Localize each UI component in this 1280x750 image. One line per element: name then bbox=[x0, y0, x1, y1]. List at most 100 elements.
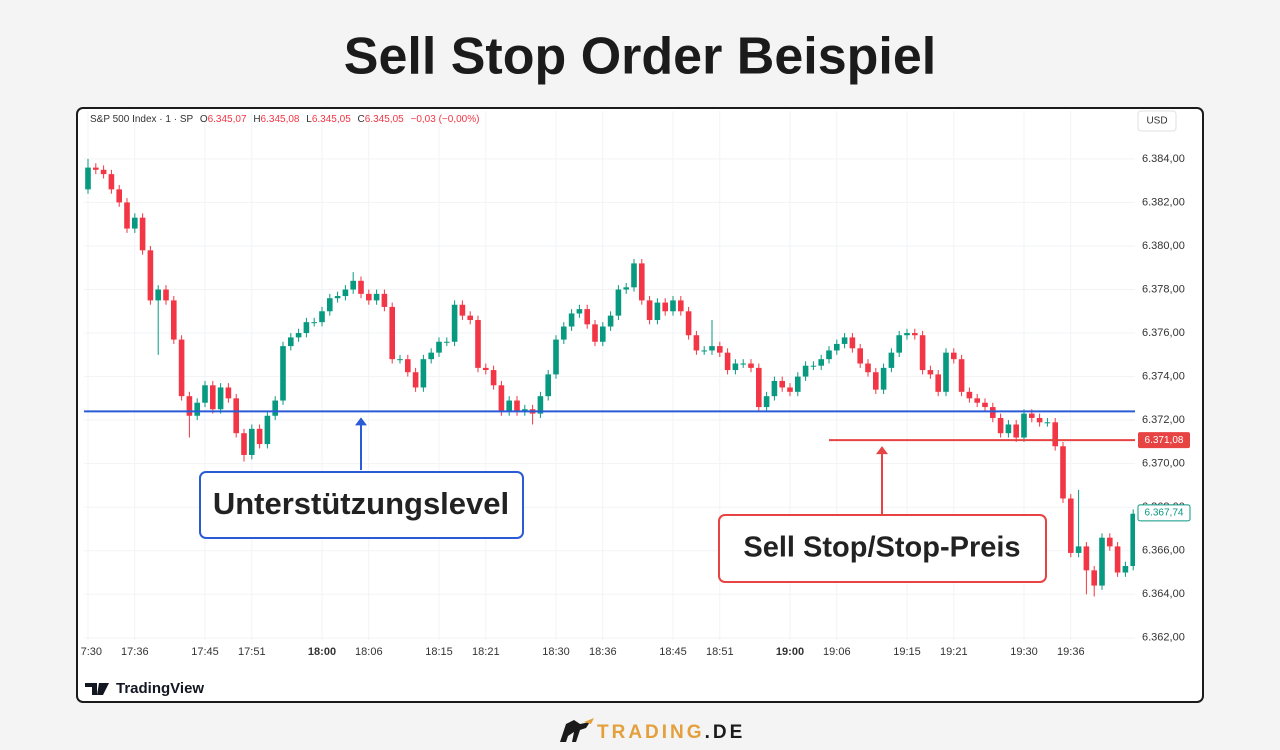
candle-body bbox=[795, 376, 801, 392]
x-tick-label: 18:00 bbox=[308, 646, 336, 658]
x-tick-label: 18:21 bbox=[472, 646, 500, 658]
candle-body bbox=[631, 263, 637, 288]
y-tick-label: 6.382,00 bbox=[1142, 196, 1185, 208]
candle-body bbox=[1099, 537, 1105, 586]
candle-body bbox=[553, 339, 559, 375]
candle-body bbox=[295, 333, 302, 338]
candle-body bbox=[568, 313, 575, 327]
candle-body bbox=[1107, 537, 1113, 547]
candle-body bbox=[202, 385, 208, 403]
candle-body bbox=[662, 302, 668, 312]
watermark-logo bbox=[85, 683, 109, 695]
candle-body bbox=[451, 304, 458, 342]
candle-body bbox=[888, 352, 895, 368]
label-box bbox=[718, 514, 1047, 583]
candle-body bbox=[1122, 565, 1129, 573]
candles bbox=[85, 158, 1135, 597]
candle-body bbox=[444, 341, 450, 343]
candle-body bbox=[849, 337, 856, 349]
candle-body bbox=[210, 385, 216, 410]
candle-body bbox=[420, 359, 427, 388]
footer-logo bbox=[560, 718, 594, 742]
candle-body bbox=[865, 363, 871, 373]
candle-body bbox=[724, 352, 731, 371]
candle-body bbox=[233, 398, 239, 434]
candle-body bbox=[771, 380, 778, 397]
candle-body bbox=[966, 391, 973, 399]
candle-body bbox=[561, 326, 567, 340]
footer-brand: TRADING.DE bbox=[597, 722, 745, 743]
candle-body bbox=[139, 217, 146, 251]
candle-body bbox=[607, 315, 614, 327]
candle-body bbox=[545, 374, 551, 397]
candle-body bbox=[272, 400, 278, 416]
x-tick-label: 19:30 bbox=[1010, 646, 1038, 658]
candle-body bbox=[834, 343, 840, 351]
candle-body bbox=[646, 300, 653, 320]
label-box bbox=[199, 471, 524, 539]
candle-body bbox=[951, 352, 957, 360]
candle-body bbox=[366, 293, 372, 301]
candle-body bbox=[1075, 546, 1082, 553]
y-tick-label: 6.372,00 bbox=[1142, 414, 1185, 426]
ohlc-label: O bbox=[200, 114, 208, 125]
candle-body bbox=[342, 289, 349, 297]
candle-body bbox=[171, 300, 177, 340]
brand: TRADING bbox=[597, 722, 705, 743]
candle-body bbox=[615, 289, 622, 316]
candle-body bbox=[93, 167, 99, 170]
candle-body bbox=[537, 396, 544, 414]
x-tick-label: 17:51 bbox=[238, 646, 266, 658]
candle-body bbox=[880, 367, 887, 390]
candle-body bbox=[841, 337, 848, 344]
candle-body bbox=[1029, 413, 1035, 418]
y-tick-label: 6.366,00 bbox=[1142, 545, 1185, 557]
candle-body bbox=[350, 280, 356, 290]
x-tick-label: 18:36 bbox=[589, 646, 617, 658]
currency: USD bbox=[1146, 116, 1167, 127]
candle-body bbox=[241, 433, 247, 455]
symbol: S&P 500 Index · 1 · SP bbox=[90, 114, 194, 125]
candle-body bbox=[927, 370, 934, 375]
candle-body bbox=[810, 365, 817, 367]
candle-body bbox=[483, 367, 489, 371]
candle-body bbox=[943, 352, 949, 392]
candle-body bbox=[1083, 546, 1090, 571]
candle-body bbox=[522, 409, 528, 412]
candle-body bbox=[217, 387, 224, 410]
candle-body bbox=[654, 302, 661, 320]
page-title: Sell Stop Order Beispiel bbox=[344, 28, 936, 86]
currency-box[interactable] bbox=[1137, 110, 1177, 132]
candle-body bbox=[748, 363, 754, 368]
x-tick-label: 17:30 bbox=[74, 646, 102, 658]
candle-body bbox=[490, 370, 497, 386]
candle-body bbox=[1005, 424, 1012, 434]
candle-body bbox=[358, 280, 364, 294]
candle-body bbox=[319, 311, 325, 323]
candle-body bbox=[264, 415, 271, 445]
watermark: TradingView bbox=[116, 680, 204, 697]
x-tick-label: 18:45 bbox=[659, 646, 687, 658]
ohlc-value: 6.345,05 bbox=[365, 114, 404, 125]
candle-body bbox=[100, 169, 107, 175]
candle-body bbox=[116, 189, 122, 203]
y-tick-label: 6.378,00 bbox=[1142, 283, 1185, 295]
stop-label: Sell Stop/Stop-Preis bbox=[743, 532, 1020, 564]
candle-body bbox=[685, 311, 692, 336]
arrow-head bbox=[355, 417, 367, 426]
ohlc-value: 6.345,07 bbox=[208, 114, 247, 125]
candle-body bbox=[389, 306, 395, 360]
candle-body bbox=[701, 350, 707, 352]
candle-body bbox=[311, 322, 317, 324]
candle-body bbox=[623, 287, 629, 290]
candle-body bbox=[982, 402, 988, 408]
candle-body bbox=[225, 387, 232, 399]
candle-body bbox=[709, 346, 715, 351]
x-tick-label: 17:36 bbox=[121, 646, 149, 658]
candle-body bbox=[1114, 546, 1121, 573]
candle-body bbox=[600, 326, 606, 342]
candle-body bbox=[163, 289, 169, 301]
candle-body bbox=[124, 202, 130, 229]
price-tag bbox=[1138, 432, 1190, 449]
